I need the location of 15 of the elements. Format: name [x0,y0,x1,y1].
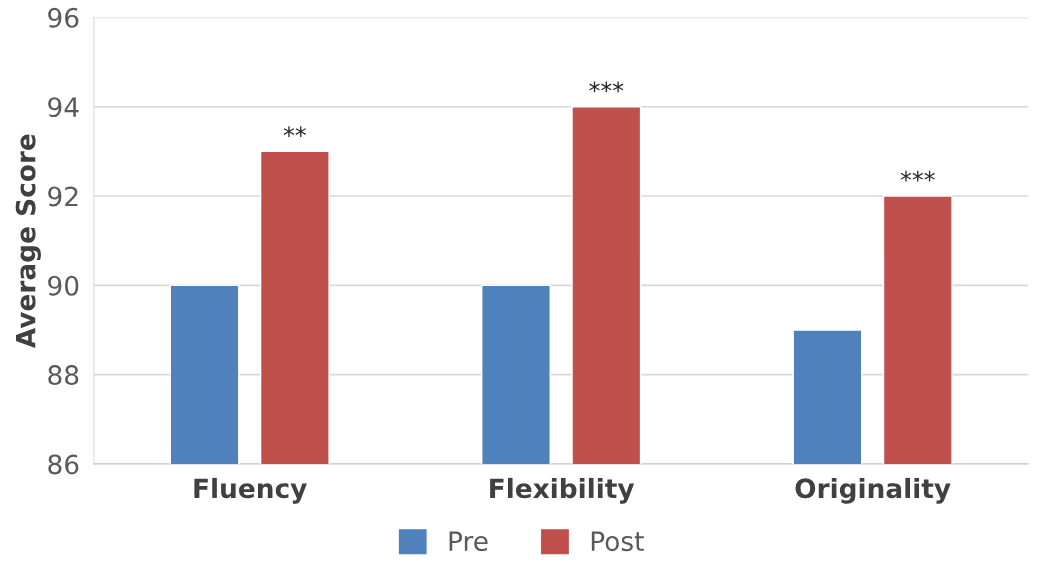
x-tick-label: Flexibility [490,477,635,504]
y-tick-label: 90 [48,275,79,296]
x-tick-label: Originality [795,477,951,504]
legend-label: Pre [449,531,488,552]
y-tick-label: 86 [48,454,79,475]
x-tick-label: Fluency [194,477,307,504]
legend-label: Post [591,531,644,552]
y-tick-label: 88 [48,365,79,386]
y-tick-label: 92 [48,186,78,207]
y-tick-label: 96 [48,7,79,28]
annotation: ** [283,126,306,137]
annotation: *** [589,81,624,93]
annotation: *** [900,170,935,182]
y-axis-title: Average Score [15,134,41,349]
y-tick-label: 94 [48,97,79,118]
